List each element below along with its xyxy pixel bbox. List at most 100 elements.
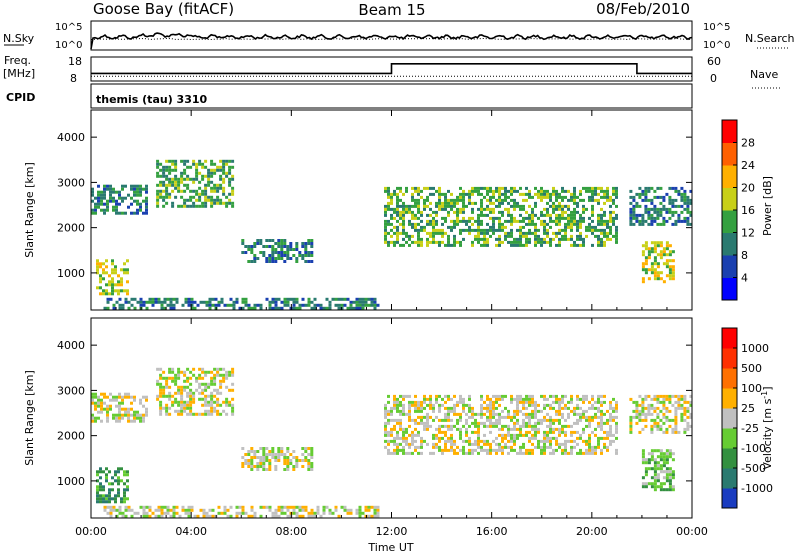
heat-cell [564,216,567,220]
heat-cell [540,198,543,202]
heat-cell [100,404,103,408]
heat-cell [265,245,269,248]
heat-cell [489,445,492,449]
heat-cell [160,514,164,518]
heat-cell [438,424,441,428]
heat-cell [447,213,450,217]
heat-cell [573,430,576,434]
x-tick-label: 16:00 [476,525,508,538]
heat-cell [594,415,597,419]
heat-cell [133,184,136,188]
heat-cell [274,242,278,245]
colorbar-segment [722,328,737,349]
heat-cell [465,421,468,425]
heat-cell [510,216,513,220]
heat-cell [352,300,356,304]
heat-cell [159,195,163,199]
heat-cell [471,240,474,244]
heat-cell [402,439,405,443]
heat-cell [474,219,477,223]
heat-cell [103,184,106,188]
heat-cell [591,403,594,407]
heat-cell [402,222,405,226]
heat-cell [510,427,513,431]
heat-cell [656,455,660,459]
heat-cell [456,195,459,199]
heat-cell [641,253,645,257]
heat-cell [163,505,167,509]
heat-cell [456,216,459,220]
heat-cell [516,427,519,431]
heat-cell [124,395,127,399]
heat-cell [396,433,399,437]
heat-cell [253,465,257,468]
heat-cell [662,195,666,199]
heat-cell [516,201,519,205]
heat-cell [204,400,208,404]
heat-cell [528,195,531,199]
heat-cell [549,237,552,241]
heat-cell [121,303,125,307]
heat-cell [641,222,645,226]
heat-cell [489,210,492,214]
heat-cell [402,213,405,217]
heat-cell [277,251,281,254]
heat-cell [123,482,126,486]
heat-cell [193,514,197,518]
heat-cell [564,403,567,407]
heat-cell [423,394,426,398]
heat-cell [438,406,441,410]
heat-cell [241,239,245,242]
heat-cell [210,412,214,416]
heat-cell [136,413,139,417]
heat-cell [501,445,504,449]
heat-cell [519,433,522,437]
heat-cell [358,297,362,301]
heat-cell [603,189,606,193]
heat-cell [579,216,582,220]
heat-cell [213,379,217,383]
heat-cell [228,373,232,377]
heat-cell [274,514,278,518]
heat-cell [668,207,672,211]
heat-cell [632,198,636,202]
heat-cell [671,201,675,205]
heat-cell [265,447,269,450]
heat-cell [671,204,675,208]
heat-cell [677,394,681,398]
heat-cell [225,370,229,374]
heat-cell [441,207,444,211]
heat-cell [301,453,305,456]
heat-cell [399,210,402,214]
heat-cell [674,409,678,413]
heat-cell [606,219,609,223]
heat-cell [177,189,181,193]
heat-cell [483,213,486,217]
heat-cell [525,186,528,190]
heat-cell [632,415,636,419]
heat-cell [603,219,606,223]
heat-cell [126,488,129,492]
heat-cell [579,406,582,410]
heat-cell [274,468,278,471]
heat-cell [576,201,579,205]
heat-cell [537,228,540,232]
heat-cell [408,219,411,223]
heat-cell [582,451,585,455]
heat-cell [408,451,411,455]
heat-cell [635,216,639,220]
heat-cell [516,400,519,404]
heat-cell [402,204,405,208]
heat-cell [402,231,405,235]
heat-cell [606,225,609,229]
heat-cell [588,406,591,410]
heat-cell [213,168,217,172]
heat-cell [498,240,501,244]
heat-cell [202,508,206,512]
heat-cell [420,210,423,214]
heat-cell [396,234,399,238]
heat-cell [174,382,178,386]
heat-cell [405,189,408,193]
heat-cell [447,204,450,208]
